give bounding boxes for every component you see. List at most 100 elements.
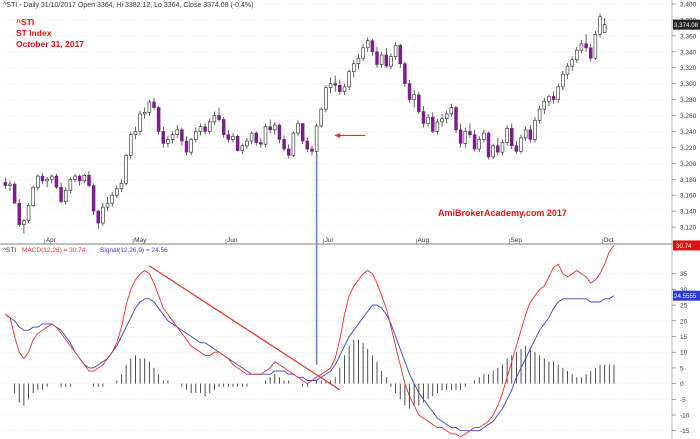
price-tick-label: 3,180: [680, 177, 697, 184]
candle: [54, 173, 59, 189]
candle: [426, 113, 430, 127]
candle: [407, 79, 412, 103]
watermark: AmiBrokerAcademy.com 2017: [438, 208, 567, 218]
candle: [310, 145, 314, 156]
candle: [333, 75, 337, 92]
candle: [8, 180, 12, 192]
macd-tick-label: -5: [680, 397, 686, 404]
candle-body-down: [431, 116, 435, 132]
candle: [286, 144, 291, 159]
signal-value-label: 24.5555: [674, 293, 697, 300]
candle: [254, 131, 258, 146]
candle: [342, 83, 347, 95]
candle-body-up: [231, 135, 235, 140]
chart-index-name: ST Index: [16, 28, 52, 38]
candle: [87, 171, 91, 188]
candle: [129, 131, 133, 160]
candle: [91, 183, 96, 216]
candle: [365, 37, 370, 52]
candle: [277, 123, 282, 144]
candle: [115, 185, 119, 199]
candle-body-up: [328, 83, 333, 88]
candle-body-down: [375, 51, 379, 65]
candle: [3, 177, 8, 189]
candle-body-down: [152, 101, 156, 108]
candle-body-up: [73, 175, 77, 180]
candle-body-down: [458, 129, 463, 144]
candle-body-up: [440, 118, 444, 123]
candle-body-up: [8, 183, 12, 186]
candle: [161, 126, 166, 148]
candle-body-up: [579, 43, 584, 51]
candle: [208, 118, 212, 135]
arrow-head: [334, 132, 341, 138]
candle-body-down: [338, 84, 342, 92]
candle-body-down: [417, 94, 421, 112]
candle: [510, 123, 514, 149]
candle-body-up: [379, 54, 384, 65]
candle: [588, 43, 593, 62]
candle-body-up: [101, 206, 105, 224]
price-tick-label: 3,120: [680, 225, 697, 232]
candle: [36, 174, 40, 191]
candle: [291, 131, 296, 157]
candle: [486, 131, 491, 160]
price-tick-label: 3,200: [680, 161, 697, 168]
candle-body-up: [68, 178, 73, 191]
candle: [82, 173, 87, 184]
candle-body-up: [212, 115, 217, 123]
candle-body-down: [180, 129, 184, 142]
candle: [231, 133, 235, 143]
candle-body-up: [556, 86, 560, 100]
month-tick-label: Aug: [418, 237, 430, 244]
candle: [565, 62, 570, 79]
candle: [142, 107, 147, 119]
candle: [449, 103, 454, 118]
candle: [500, 139, 505, 156]
candle-body-up: [314, 125, 319, 152]
candle-body-up: [133, 131, 138, 135]
candle: [26, 203, 31, 224]
candle: [300, 123, 305, 145]
candle-body-up: [324, 87, 328, 110]
candle-body-down: [403, 63, 407, 84]
macd-ticker-label: ^STI: [3, 247, 16, 254]
candle-body-up: [533, 120, 537, 140]
candle-body-down: [156, 107, 161, 132]
candle-body-down: [268, 126, 272, 131]
candle: [398, 43, 402, 68]
candle-body-down: [91, 185, 96, 212]
candle: [561, 70, 565, 91]
candle: [389, 53, 393, 70]
candle: [575, 47, 579, 63]
candle-body-down: [161, 131, 166, 144]
price-tick-label: 3,240: [680, 129, 697, 136]
candle: [472, 129, 477, 152]
price-info-header: ^STI - Daily 31/10/2017 Open 3364, Hi 33…: [3, 2, 253, 9]
last-price-badge: [673, 19, 700, 30]
candle-body-up: [547, 96, 551, 102]
candle: [356, 53, 361, 70]
candle-body-down: [398, 45, 402, 65]
candle-body-up: [500, 142, 505, 153]
candle: [63, 187, 68, 205]
candle: [138, 110, 142, 135]
candle: [314, 123, 319, 154]
candle-body-down: [421, 111, 426, 124]
candle-body-up: [477, 139, 481, 150]
candle: [245, 137, 249, 149]
candle-body-up: [542, 100, 547, 110]
candle-body-up: [365, 40, 370, 49]
candle: [523, 126, 528, 142]
candle-body-down: [3, 182, 8, 186]
candle-body-up: [347, 71, 351, 88]
candle: [77, 174, 82, 186]
annotation-layer: [149, 132, 366, 391]
candle: [198, 123, 203, 136]
candle: [403, 61, 407, 87]
candle-body-down: [333, 83, 337, 86]
candle-body-down: [282, 139, 286, 150]
candle: [537, 105, 542, 124]
candle-body-up: [31, 186, 35, 206]
